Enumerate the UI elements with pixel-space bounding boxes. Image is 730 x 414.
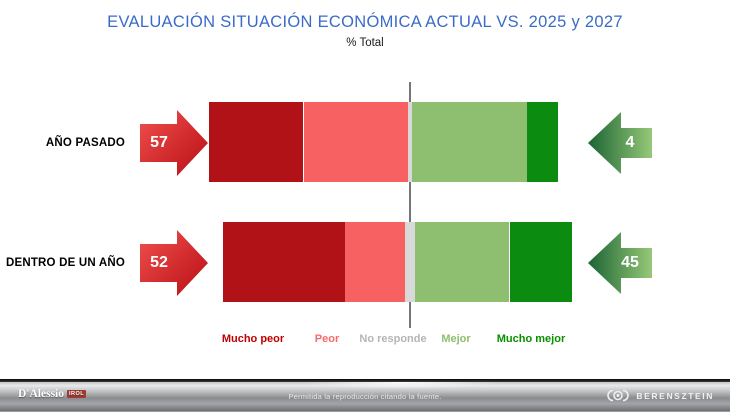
- berensztein-logo-text: BERENSZTEIN: [636, 390, 714, 401]
- bar-dentro-de-un-ano: [0, 222, 730, 302]
- bar-segment-mucho-mejor: [526, 102, 559, 182]
- chart-title: EVALUACIÓN SITUACIÓN ECONÓMICA ACTUAL VS…: [107, 13, 623, 31]
- legend-item-no-responde: No responde: [359, 333, 427, 345]
- legend-item-peor: Peor: [314, 333, 340, 345]
- positive-total-ano-pasado: 4: [625, 134, 635, 151]
- dalessio-logo-text: D'Alessio: [18, 388, 64, 400]
- legend: Mucho peor Peor No responde Mejor Mucho mejo…: [0, 333, 730, 349]
- dalessio-logo: D'Alessio IROL: [18, 388, 87, 400]
- legend-item-mucho-mejor: Mucho mejor: [496, 333, 566, 345]
- footer-top-line: [0, 379, 730, 382]
- bar-segment-mucho-mejor: [509, 222, 573, 302]
- positive-arrow-icon: [588, 112, 652, 174]
- positive-total-dentro-de-un-ano: 45: [621, 254, 639, 271]
- bar-segment-no-responde: [408, 102, 412, 182]
- chart-subtitle: % Total: [346, 37, 384, 49]
- footer-bottom-line: [0, 411, 730, 412]
- positive-arrow-icon: [588, 232, 652, 294]
- berensztein-logo: BERENSZTEIN: [605, 389, 714, 402]
- irol-badge: IROL: [67, 390, 87, 398]
- negative-arrow-icon: [140, 230, 208, 296]
- legend-item-mejor: Mejor: [441, 333, 471, 345]
- bar-segment-mejor: [415, 222, 510, 302]
- negative-total-dentro-de-un-ano: 52: [150, 254, 168, 271]
- bar-segment-peor: [345, 222, 405, 302]
- row-label-dentro-de-un-ano: DENTRO DE UN AÑO: [5, 257, 125, 269]
- bar-segment-mucho-peor: [209, 102, 304, 182]
- negative-arrow-icon: [140, 110, 208, 176]
- bar-segment-peor: [303, 102, 409, 182]
- berensztein-mark-icon: [607, 389, 630, 402]
- footer-disclaimer: Permitida la reproducción citando la fue…: [288, 392, 442, 401]
- center-divider-line: [409, 82, 411, 328]
- bar-segment-mucho-peor: [223, 222, 346, 302]
- bar-segment-no-responde: [404, 222, 416, 302]
- legend-item-mucho-peor: Mucho peor: [221, 333, 285, 345]
- negative-total-ano-pasado: 57: [150, 134, 168, 151]
- row-label-ano-pasado: AÑO PASADO: [45, 137, 125, 149]
- bar-ano-pasado: [0, 102, 730, 182]
- bar-segment-mejor: [411, 102, 527, 182]
